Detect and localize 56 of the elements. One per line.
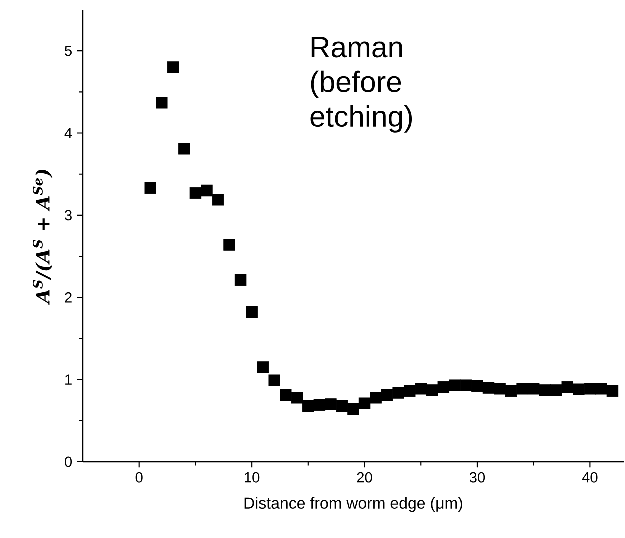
point	[268, 374, 280, 386]
point	[280, 390, 292, 402]
y-tick-label: 3	[65, 210, 72, 221]
point	[257, 362, 270, 374]
point	[516, 382, 528, 395]
point	[144, 182, 156, 194]
point	[482, 382, 495, 394]
point	[584, 382, 596, 395]
point	[190, 187, 202, 200]
point	[472, 380, 484, 392]
point	[246, 306, 258, 318]
point	[224, 239, 236, 251]
y-tick-label: 0	[65, 456, 72, 468]
point	[234, 274, 247, 286]
point	[156, 96, 168, 109]
point	[392, 387, 404, 399]
x-tick-label: 20	[357, 472, 372, 483]
point	[562, 381, 574, 394]
point	[494, 382, 506, 395]
point	[539, 384, 551, 396]
y-tick-label: 2	[65, 292, 72, 303]
point	[606, 385, 619, 398]
point	[370, 392, 382, 404]
point	[550, 384, 562, 396]
annotation: Raman (before etching)	[310, 37, 412, 133]
point	[336, 400, 348, 412]
point	[314, 399, 326, 412]
point	[358, 398, 371, 410]
x-tick-label: 30	[470, 472, 486, 483]
point	[404, 385, 416, 398]
x-axis-title: Distance from worm edge (μm)	[244, 497, 462, 512]
point	[212, 194, 224, 206]
point	[460, 380, 472, 392]
point	[596, 382, 608, 395]
point	[348, 404, 360, 416]
point	[201, 184, 213, 197]
point	[381, 390, 394, 402]
x-tick-label: 10	[245, 472, 260, 483]
point	[167, 62, 180, 74]
x-tick-label: 0	[136, 472, 143, 483]
point	[178, 143, 190, 155]
y-tick-label: 1	[66, 374, 72, 385]
point	[302, 400, 314, 412]
point	[415, 382, 427, 395]
y-tick-label: 5	[65, 46, 72, 56]
point	[291, 392, 304, 404]
point	[426, 384, 438, 396]
point	[573, 384, 585, 396]
point	[505, 385, 518, 398]
y-axis-title: A$^{S}$/(A$^{S}$ + A$^{Se}$)	[33, 170, 53, 306]
point	[528, 382, 540, 395]
point	[449, 380, 461, 392]
y-tick-label: 4	[64, 128, 72, 138]
point	[325, 398, 337, 410]
x-tick-label: 40	[582, 472, 598, 483]
point	[438, 381, 450, 394]
